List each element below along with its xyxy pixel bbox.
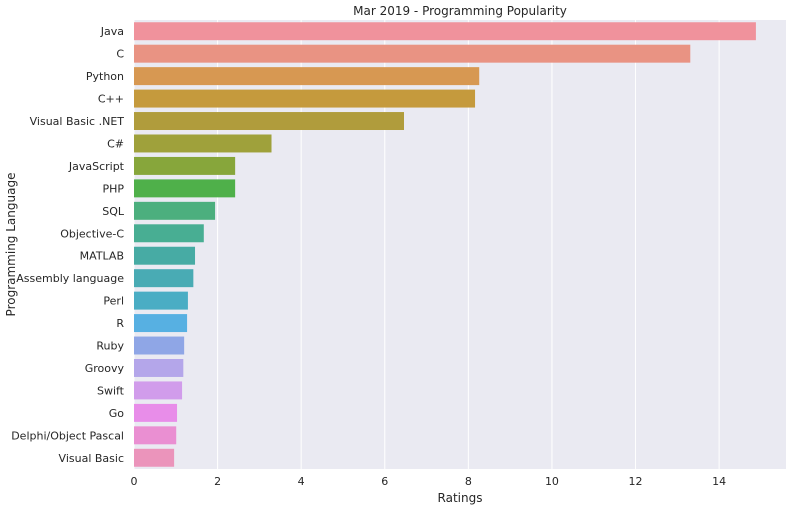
y-tick-label: MATLAB — [80, 250, 124, 263]
y-tick-label: C# — [107, 137, 124, 150]
x-tick-label: 0 — [131, 475, 138, 488]
x-axis-label: Ratings — [438, 491, 483, 505]
y-tick-label: JavaScript — [68, 160, 125, 173]
y-tick-label: Ruby — [96, 340, 124, 353]
x-tick-label: 14 — [712, 475, 726, 488]
y-tick-label: Delphi/Object Pascal — [11, 429, 124, 442]
y-tick-label: C — [116, 48, 124, 61]
y-tick-label: C++ — [98, 93, 124, 106]
x-tick-labels: 0 2 4 6 8 10 12 14 — [131, 475, 727, 488]
bar-visual-basic — [134, 448, 175, 467]
bar-perl — [134, 291, 188, 310]
x-tick-label: 2 — [214, 475, 221, 488]
bar-delphi-object-pascal — [134, 426, 177, 445]
bar-visual-basic-net — [134, 112, 404, 131]
y-tick-label: R — [116, 317, 124, 330]
bar-javascript — [134, 156, 236, 175]
bar-matlab — [134, 246, 196, 265]
bar-r — [134, 314, 188, 333]
bar-c — [134, 89, 476, 108]
bar-swift — [134, 381, 183, 400]
y-tick-label: Go — [109, 407, 125, 420]
bar-objective-c — [134, 224, 204, 243]
y-tick-label: Visual Basic .NET — [30, 115, 125, 128]
y-tick-labels: Java C Python C++ Visual Basic .NET C# JavaScr… — [11, 25, 125, 465]
bar-c — [134, 44, 691, 63]
y-tick-label: Java — [100, 25, 124, 38]
bar-java — [134, 22, 756, 41]
y-tick-label: SQL — [102, 205, 125, 218]
bar-php — [134, 179, 236, 198]
y-tick-label: PHP — [102, 182, 124, 195]
plot-area — [134, 20, 786, 469]
x-tick-label: 4 — [298, 475, 305, 488]
y-tick-label: Groovy — [85, 362, 125, 375]
y-tick-label: Assembly language — [16, 272, 124, 285]
x-tick-label: 6 — [381, 475, 388, 488]
bar-sql — [134, 201, 216, 220]
bar-go — [134, 403, 178, 422]
y-axis-label: Programming Language — [4, 173, 18, 317]
bar-ruby — [134, 336, 185, 355]
y-tick-label: Visual Basic — [59, 452, 124, 465]
y-tick-label: Swift — [97, 384, 125, 397]
y-tick-label: Objective-C — [60, 227, 124, 240]
bar-assembly-language — [134, 269, 194, 288]
x-tick-label: 8 — [465, 475, 472, 488]
x-tick-label: 10 — [545, 475, 559, 488]
y-tick-label: Python — [86, 70, 124, 83]
chart-title: Mar 2019 - Programming Popularity — [353, 4, 567, 18]
x-tick-label: 12 — [629, 475, 643, 488]
bars — [134, 22, 756, 467]
bar-groovy — [134, 358, 184, 377]
y-tick-label: Perl — [103, 295, 124, 308]
bar-c — [134, 134, 272, 153]
bar-python — [134, 67, 480, 86]
